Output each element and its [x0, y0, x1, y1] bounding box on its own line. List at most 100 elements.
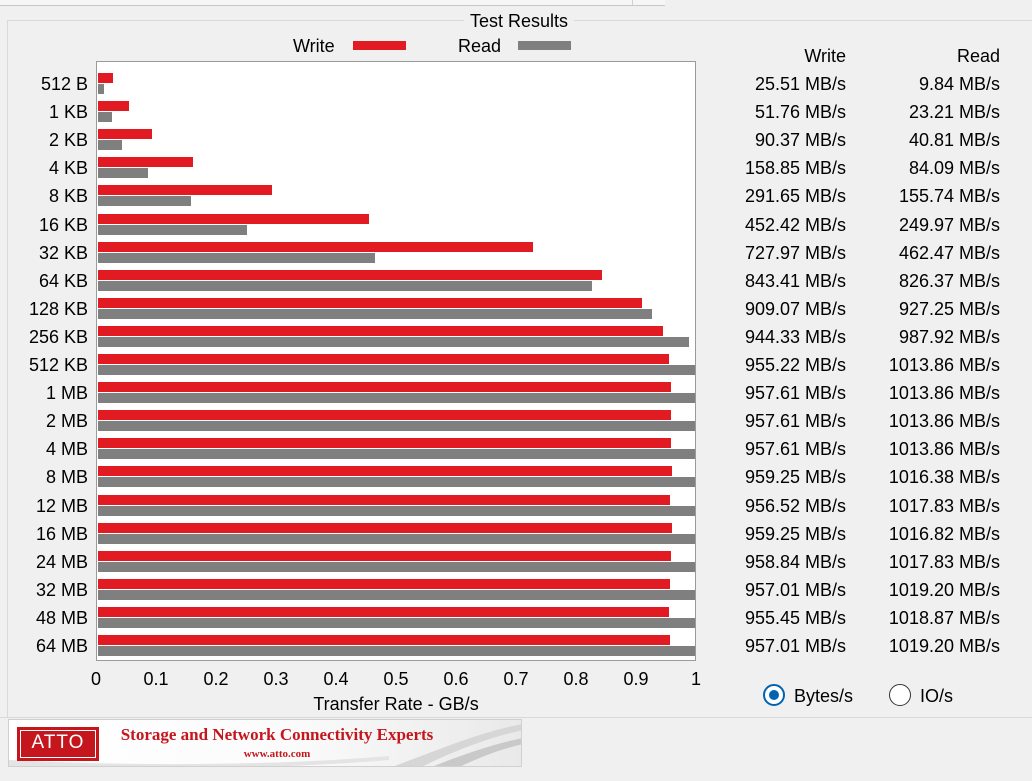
- read-rate-value: 1016.82 MB/s: [888, 523, 1000, 544]
- banner-tagline: Storage and Network Connectivity Experts: [120, 725, 434, 744]
- bottom-separator: [0, 717, 1032, 718]
- legend-read-swatch: [518, 41, 571, 50]
- legend-write-label: Write: [293, 36, 335, 56]
- x-tick-label: 0: [90, 669, 101, 689]
- write-rate-value: 955.22 MB/s: [744, 355, 846, 375]
- block-size-label: 64 MB: [35, 636, 88, 656]
- write-bar: [98, 522, 672, 533]
- read-bar: [98, 617, 695, 628]
- write-bar: [98, 129, 153, 140]
- read-bar: [98, 646, 695, 656]
- read-rate-value: 249.97 MB/s: [898, 214, 1000, 235]
- read-bar: [98, 112, 112, 123]
- read-bar: [98, 252, 375, 263]
- top-strip-divider: [632, 0, 633, 5]
- write-rate-value: 957.01 MB/s: [744, 579, 846, 600]
- read-rate-value: 1017.83 MB/s: [888, 495, 1000, 516]
- atto-banner[interactable]: ATTO Storage and Network Connectivity Ex…: [8, 719, 522, 767]
- x-tick-label: 0.5: [383, 669, 409, 689]
- write-rate-value: 944.33 MB/s: [744, 326, 846, 347]
- read-bar: [98, 280, 593, 291]
- write-bar: [98, 101, 129, 112]
- legend-write-swatch: [353, 41, 406, 50]
- block-size-label: 8 MB: [45, 467, 88, 488]
- io-radio-label[interactable]: IO/s: [920, 686, 954, 706]
- write-bar: [98, 269, 603, 280]
- read-rate-value: 1013.86 MB/s: [888, 439, 1000, 460]
- read-rate-value: 23.21 MB/s: [908, 102, 1000, 123]
- write-bar: [98, 578, 671, 589]
- x-tick-label: 1: [690, 669, 701, 689]
- write-bar: [98, 73, 114, 83]
- write-bar: [98, 494, 670, 505]
- block-size-label: 512 B: [40, 74, 88, 94]
- read-rate-value: 155.74 MB/s: [898, 186, 1000, 207]
- write-bar: [98, 382, 671, 393]
- write-rate-value: 958.84 MB/s: [744, 551, 846, 572]
- bytes-radio-button[interactable]: [763, 684, 785, 706]
- block-size-label: 1 MB: [45, 383, 88, 404]
- write-bar: [98, 157, 193, 168]
- read-bar: [98, 336, 689, 347]
- write-bar: [98, 354, 670, 364]
- write-rate-value: 452.42 MB/s: [744, 214, 846, 235]
- block-size-label: 32 KB: [38, 242, 88, 263]
- read-rate-value: 84.09 MB/s: [908, 158, 1000, 179]
- write-column-header: Write: [804, 46, 846, 66]
- write-rate-value: 25.51 MB/s: [754, 74, 846, 94]
- x-tick-label: 0.1: [143, 669, 169, 689]
- read-rate-value: 1017.83 MB/s: [888, 551, 1000, 572]
- write-rate-value: 158.85 MB/s: [744, 158, 846, 179]
- read-bar: [98, 589, 695, 600]
- block-size-label: 16 KB: [38, 214, 88, 235]
- read-rate-value: 987.92 MB/s: [898, 326, 1000, 347]
- banner-url[interactable]: www.atto.com: [243, 748, 311, 760]
- group-title: Test Results: [464, 10, 575, 32]
- block-size-label: 2 MB: [45, 411, 88, 432]
- write-bar: [98, 438, 671, 449]
- read-rate-value: 1013.86 MB/s: [888, 411, 1000, 432]
- write-rate-value: 51.76 MB/s: [754, 102, 846, 123]
- block-size-label: 2 KB: [48, 130, 88, 151]
- write-bar: [98, 297, 642, 308]
- io-radio-button[interactable]: [889, 684, 911, 706]
- write-rate-value: 959.25 MB/s: [744, 523, 846, 544]
- read-bar: [98, 561, 695, 572]
- block-size-label: 256 KB: [28, 326, 88, 347]
- block-size-label: 32 MB: [35, 579, 88, 600]
- write-rate-value: 957.61 MB/s: [744, 383, 846, 404]
- write-rate-value: 956.52 MB/s: [744, 495, 846, 516]
- x-tick-label: 0.3: [263, 669, 289, 689]
- read-bar: [98, 393, 695, 404]
- write-bar: [98, 550, 672, 561]
- read-rate-value: 1019.20 MB/s: [888, 636, 1000, 656]
- write-rate-value: 957.61 MB/s: [744, 439, 846, 460]
- read-bar: [98, 449, 695, 460]
- read-rate-value: 1019.20 MB/s: [888, 579, 1000, 600]
- read-bar: [98, 84, 104, 94]
- read-rate-value: 927.25 MB/s: [898, 298, 1000, 319]
- x-tick-label: 0.6: [443, 669, 469, 689]
- read-bar: [98, 421, 695, 432]
- chart-plot-area: [96, 61, 696, 661]
- write-rate-value: 959.25 MB/s: [744, 467, 846, 488]
- read-bar: [98, 477, 695, 488]
- block-size-label: 512 KB: [28, 355, 88, 375]
- write-rate-value: 843.41 MB/s: [744, 270, 846, 291]
- block-size-label: 48 MB: [35, 607, 88, 628]
- write-rate-value: 90.37 MB/s: [754, 130, 846, 151]
- bytes-radio-label[interactable]: Bytes/s: [794, 686, 854, 706]
- read-bar: [98, 533, 695, 544]
- x-tick-label: 0.7: [503, 669, 529, 689]
- block-size-label: 4 KB: [48, 158, 88, 179]
- block-size-label: 4 MB: [45, 439, 88, 460]
- write-rate-value: 957.61 MB/s: [744, 411, 846, 432]
- read-bar: [98, 505, 695, 516]
- block-size-label: 16 MB: [35, 523, 88, 544]
- write-bar: [98, 325, 663, 336]
- write-bar: [98, 466, 672, 477]
- block-size-label: 128 KB: [28, 298, 88, 319]
- write-bar: [98, 410, 671, 421]
- write-bar: [98, 213, 369, 224]
- read-rate-value: 40.81 MB/s: [908, 130, 1000, 151]
